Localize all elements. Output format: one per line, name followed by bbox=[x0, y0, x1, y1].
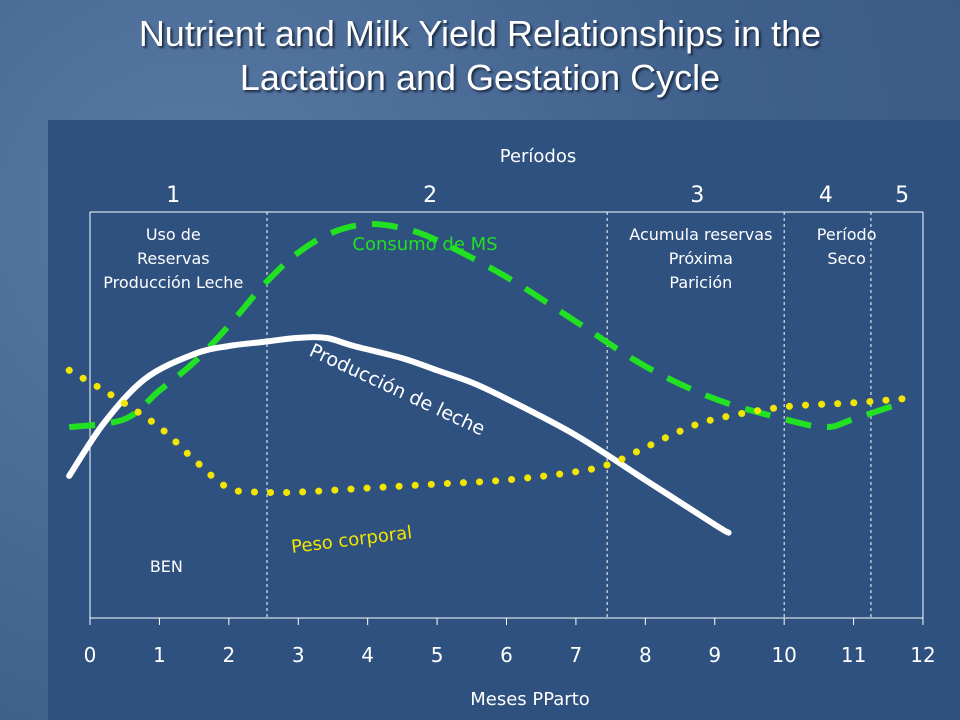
slide-title: Nutrient and Milk Yield Relationships in… bbox=[0, 12, 960, 100]
x-tick-label: 6 bbox=[500, 643, 513, 667]
period-number: 1 bbox=[166, 183, 180, 208]
period-number: 4 bbox=[819, 183, 833, 208]
x-tick-label: 9 bbox=[708, 643, 721, 667]
x-axis-label: Meses PParto bbox=[470, 689, 590, 710]
x-tick-label: 5 bbox=[431, 643, 444, 667]
series-peso-corporal-line bbox=[65, 366, 906, 497]
slide-title-line1: Nutrient and Milk Yield Relationships in… bbox=[138, 13, 822, 54]
series-label-peso-corporal: Peso corporal bbox=[290, 522, 413, 558]
x-tick-label: 8 bbox=[639, 643, 652, 667]
x-tick-label: 2 bbox=[222, 643, 235, 667]
series-label-consumo-ms: Consumo de MS bbox=[352, 234, 497, 255]
period-note-line: Reservas bbox=[137, 249, 210, 268]
series-consumo-ms-line bbox=[68, 221, 904, 431]
series-produccion-leche-line bbox=[66, 334, 732, 536]
x-tick-label: 10 bbox=[771, 643, 796, 667]
chart-panel bbox=[48, 120, 960, 720]
period-number: 3 bbox=[690, 183, 704, 208]
x-tick-label: 0 bbox=[84, 643, 97, 667]
period-note-line: Próxima bbox=[669, 249, 733, 268]
slide-title-line2: Lactation and Gestation Cycle bbox=[239, 57, 721, 98]
period-note-line: Uso de bbox=[146, 225, 201, 244]
x-tick-label: 3 bbox=[292, 643, 305, 667]
x-tick-label: 7 bbox=[570, 643, 583, 667]
period-note-line: Acumula reservas bbox=[629, 225, 772, 244]
x-tick-label: 11 bbox=[841, 643, 866, 667]
x-tick-label: 12 bbox=[910, 643, 935, 667]
period-note-line: Período bbox=[817, 225, 877, 244]
period-note-line: Seco bbox=[827, 249, 866, 268]
x-tick-label: 1 bbox=[153, 643, 166, 667]
period-number: 2 bbox=[423, 183, 437, 208]
x-tick-label: 4 bbox=[361, 643, 374, 667]
period-note-line: Producción Leche bbox=[103, 273, 243, 292]
periods-label: Períodos bbox=[500, 146, 577, 167]
period-number: 5 bbox=[895, 183, 909, 208]
period-note-line: Parición bbox=[669, 273, 732, 292]
ben-label: BEN bbox=[150, 557, 183, 576]
